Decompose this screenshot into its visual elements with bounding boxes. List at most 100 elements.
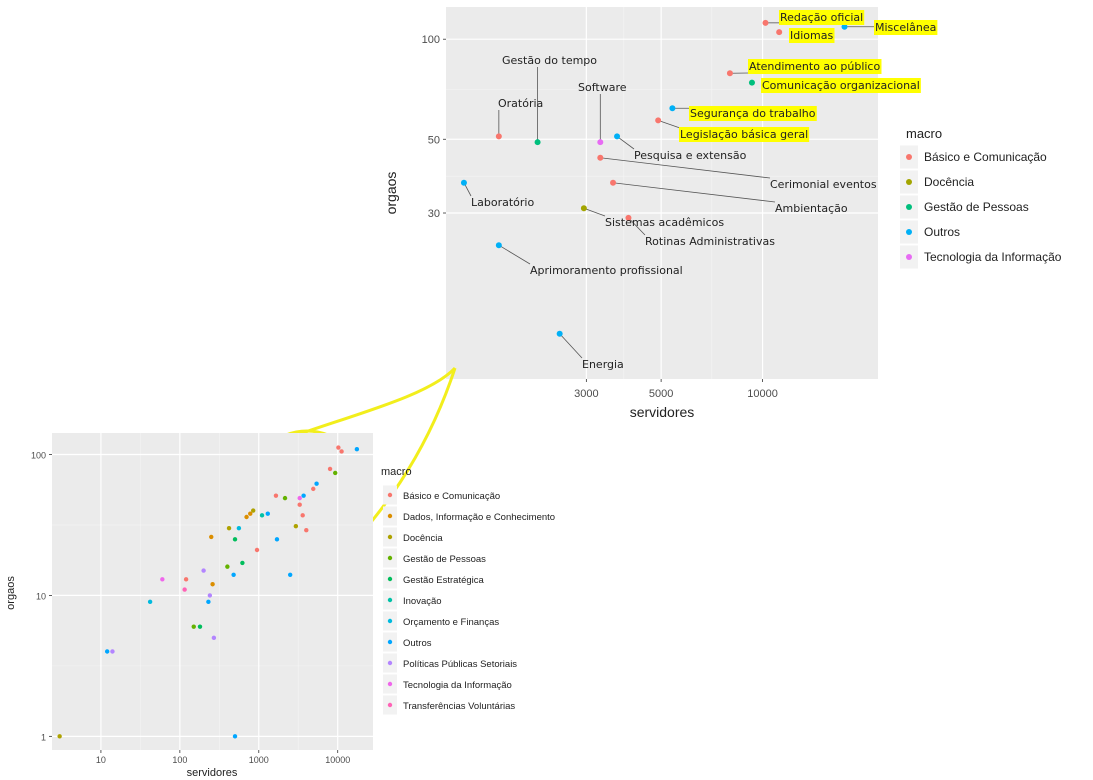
point-label: Software	[578, 81, 627, 94]
overview-y-tick-labels: 100 10 1	[31, 450, 52, 742]
data-point	[336, 445, 341, 450]
overview-y-axis-title: orgaos	[5, 576, 17, 610]
data-point	[244, 514, 249, 520]
data-point	[297, 495, 302, 501]
point-label: Pesquisa e extensão	[634, 149, 747, 162]
y-tick-label: 100	[31, 450, 46, 460]
legend-label: Tecnologia da Informação	[924, 250, 1062, 264]
legend-label: Outros	[924, 225, 960, 239]
legend-label: Básico e Comunicação	[924, 150, 1047, 164]
data-point	[191, 624, 196, 629]
point-label: Laboratório	[471, 196, 534, 209]
point-label: Legislação básica geral	[680, 128, 808, 141]
zoom-points	[460, 19, 848, 337]
data-point	[254, 547, 260, 553]
point-label: Miscelânea	[875, 21, 936, 34]
overview-x-axis-title: servidores	[187, 767, 238, 779]
data-point	[614, 133, 621, 140]
zoom-legend-items: Básico e Comunicação Docência Gestão de Pe…	[900, 145, 1062, 269]
zoom-point-labels: Redação oficial Idiomas Miscelânea Atendime…	[471, 10, 938, 371]
point-label: Cerimonial eventos	[770, 178, 877, 191]
point-label: Aprimoramento profissional	[530, 264, 683, 277]
data-point	[300, 513, 305, 518]
label-leader	[658, 119, 681, 129]
legend-label: Dados, Informação e Conhecimento	[403, 512, 555, 523]
data-point	[556, 330, 563, 337]
legend-swatch	[906, 254, 912, 260]
label-highlight	[689, 106, 817, 121]
point-label: Atendimento ao público	[749, 60, 880, 73]
data-point	[265, 511, 270, 516]
legend-label: Básico e Comunicação	[403, 491, 500, 502]
data-point	[232, 734, 238, 739]
legend-swatch	[387, 555, 393, 561]
x-tick-label: 10000	[747, 388, 778, 400]
x-tick-label: 5000	[649, 388, 673, 400]
data-point	[183, 577, 189, 582]
legend-swatch	[387, 597, 393, 603]
label-highlight	[679, 127, 810, 142]
legend-swatch	[387, 639, 393, 645]
data-point	[762, 19, 769, 26]
data-point	[776, 29, 783, 36]
legend-swatch	[906, 229, 912, 235]
point-label: Idiomas	[790, 29, 833, 42]
label-highlight	[748, 59, 882, 74]
label-leader	[559, 333, 583, 359]
data-point	[297, 502, 302, 507]
point-label: Gestão do tempo	[502, 54, 597, 67]
overview-x-tick-labels: 10 100 1000 10000	[96, 750, 350, 765]
legend-label: Transferências Voluntárias	[403, 701, 515, 712]
y-tick-label: 30	[428, 208, 440, 220]
data-point	[580, 205, 587, 212]
point-label: Segurança do trabalho	[690, 107, 816, 120]
overview-gridlines	[52, 433, 373, 750]
data-point	[333, 470, 338, 476]
overview-points	[57, 445, 360, 739]
data-point	[726, 70, 733, 77]
point-label: Ambientação	[775, 202, 848, 215]
legend-swatch	[906, 154, 912, 160]
data-point	[206, 599, 211, 605]
data-point	[625, 214, 632, 221]
data-point	[354, 446, 360, 452]
data-point	[273, 493, 279, 498]
data-point	[160, 577, 165, 582]
data-point	[236, 525, 242, 531]
y-tick-label: 100	[422, 34, 440, 46]
label-leader	[616, 136, 635, 150]
zoom-y-tick-labels: 100 50 30	[422, 34, 446, 220]
overview-legend: macro Básico e Comunicação Dados, Informa…	[381, 466, 555, 715]
data-point	[534, 139, 541, 146]
legend-swatch	[387, 702, 393, 708]
data-point	[301, 493, 306, 498]
x-tick-label: 10000	[325, 755, 350, 765]
legend-label: Docência	[403, 533, 443, 544]
data-point	[110, 649, 115, 654]
zoom-scatter-panel: Redação oficial Idiomas Miscelânea Atendime…	[383, 7, 1062, 420]
data-point	[182, 587, 187, 592]
data-point	[610, 179, 617, 186]
overview-plot-background	[52, 433, 373, 750]
data-point	[293, 523, 299, 529]
legend-label: Tecnologia da Informação	[403, 680, 512, 691]
zoom-x-tick-labels: 3000 5000 10000	[574, 379, 778, 400]
legend-swatch	[387, 681, 393, 687]
legend-swatch	[906, 179, 912, 185]
point-label: Oratória	[498, 97, 543, 110]
data-point	[259, 513, 265, 518]
data-point	[147, 599, 153, 605]
zoom-gridlines	[446, 7, 878, 379]
overview-legend-title: macro	[381, 466, 412, 478]
data-point	[460, 179, 467, 186]
legend-swatch	[387, 513, 393, 519]
label-highlight	[779, 10, 865, 25]
data-point	[225, 564, 230, 569]
data-point	[57, 734, 62, 739]
data-point	[274, 537, 280, 542]
label-leader	[498, 244, 531, 265]
legend-label: Orçamento e Finanças	[403, 617, 499, 628]
y-tick-label: 1	[41, 732, 46, 742]
point-label: Comunicação organizacional	[762, 79, 920, 92]
